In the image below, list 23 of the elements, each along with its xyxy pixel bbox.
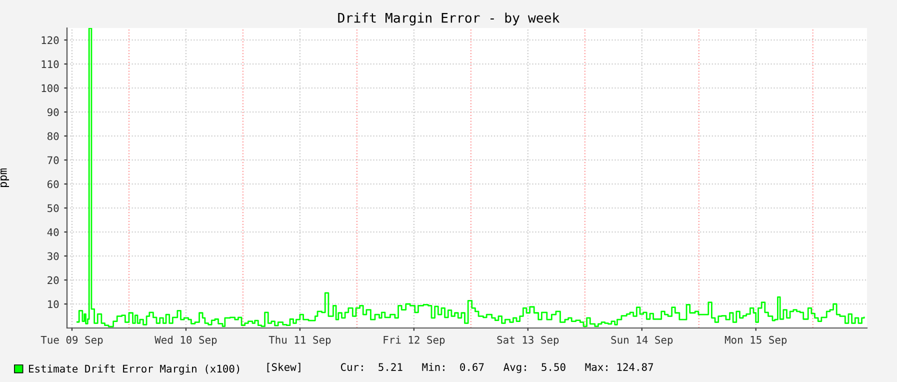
y-tick-label: 20: [48, 276, 59, 284]
chart-title: Drift Margin Error - by week: [338, 12, 560, 26]
y-tick-label: 30: [48, 252, 59, 260]
x-tick-label: Tue 09 Sep: [40, 336, 103, 346]
y-tick-label: 40: [47, 228, 59, 236]
legend-label: Estimate Drift Error Margin (x100): [29, 364, 240, 375]
y-tick-label: 50: [48, 204, 59, 212]
x-tick-label: Sun 14 Sep: [611, 336, 673, 346]
y-tick-label: 10: [48, 300, 59, 308]
y-tick-label: 60: [47, 180, 59, 188]
x-tick-label: Fri 12 Sep: [384, 336, 445, 346]
y-tick-label: 70: [48, 156, 59, 164]
y-tick-label: 80: [47, 132, 59, 140]
y-axis-title: ppm: [0, 168, 9, 188]
y-tick-label: 90: [47, 108, 59, 116]
text: [Skew] Cur: 5.21 Min: 0.67 Avg: 5.50 Max: 124.87: [267, 362, 654, 374]
x-tick-label: Wed 10 Sep: [154, 336, 217, 346]
x-tick-label: Thu 11 Sep: [268, 336, 331, 346]
y-tick-label: 110: [42, 60, 59, 68]
y-tick-label: 120: [42, 36, 59, 44]
x-tick-label: Sat 13 Sep: [497, 336, 559, 346]
x-tick-label: Mon 15 Sep: [724, 336, 787, 346]
y-tick-label: 100: [42, 84, 59, 92]
